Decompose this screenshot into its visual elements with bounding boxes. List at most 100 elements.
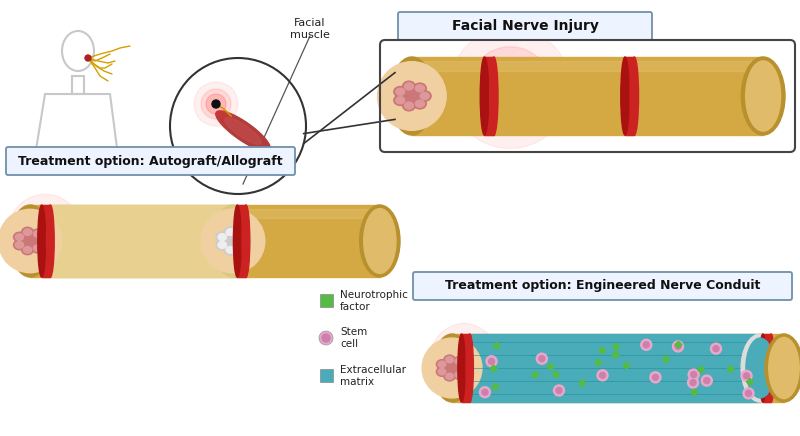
Circle shape — [690, 371, 697, 378]
Circle shape — [673, 341, 683, 352]
Bar — [320, 294, 333, 307]
Text: Facial
muscle: Facial muscle — [290, 18, 330, 40]
Ellipse shape — [24, 236, 36, 246]
Ellipse shape — [234, 243, 246, 253]
Ellipse shape — [742, 57, 785, 135]
Ellipse shape — [433, 334, 471, 402]
Ellipse shape — [224, 245, 236, 255]
Text: Neurotrophic
factor: Neurotrophic factor — [340, 290, 408, 312]
Ellipse shape — [32, 243, 43, 253]
Ellipse shape — [234, 229, 246, 239]
Ellipse shape — [414, 83, 426, 94]
Ellipse shape — [236, 231, 245, 237]
Circle shape — [702, 375, 712, 386]
Ellipse shape — [218, 242, 226, 248]
Circle shape — [539, 356, 545, 362]
Circle shape — [653, 375, 658, 380]
Ellipse shape — [458, 364, 469, 373]
Circle shape — [536, 353, 547, 364]
Ellipse shape — [46, 205, 54, 277]
Text: Extracellular
matrix: Extracellular matrix — [340, 365, 406, 387]
Circle shape — [599, 372, 606, 378]
Circle shape — [743, 388, 754, 399]
Circle shape — [675, 344, 681, 349]
Circle shape — [482, 389, 488, 395]
Ellipse shape — [746, 61, 781, 131]
Ellipse shape — [216, 240, 228, 250]
Bar — [320, 369, 333, 382]
Ellipse shape — [454, 370, 465, 379]
Ellipse shape — [226, 229, 234, 235]
Ellipse shape — [466, 334, 474, 402]
Ellipse shape — [438, 361, 446, 368]
Polygon shape — [216, 111, 270, 151]
Ellipse shape — [19, 208, 71, 265]
Ellipse shape — [402, 81, 415, 92]
Ellipse shape — [405, 102, 414, 109]
Ellipse shape — [394, 95, 406, 106]
Ellipse shape — [15, 234, 23, 240]
Ellipse shape — [194, 82, 238, 126]
Ellipse shape — [458, 334, 466, 402]
Circle shape — [704, 378, 710, 384]
Ellipse shape — [14, 240, 26, 250]
Ellipse shape — [15, 242, 23, 248]
Ellipse shape — [38, 238, 46, 244]
Ellipse shape — [34, 231, 42, 237]
Ellipse shape — [227, 236, 239, 246]
Circle shape — [746, 390, 751, 396]
Circle shape — [743, 373, 750, 379]
Ellipse shape — [469, 47, 551, 129]
Circle shape — [710, 343, 722, 354]
Ellipse shape — [206, 94, 226, 114]
Ellipse shape — [420, 92, 429, 99]
Ellipse shape — [213, 205, 253, 277]
Ellipse shape — [765, 334, 800, 402]
Ellipse shape — [234, 229, 246, 239]
Ellipse shape — [436, 367, 447, 376]
Circle shape — [479, 387, 490, 398]
Ellipse shape — [234, 243, 246, 253]
Text: Facial Nerve Injury: Facial Nerve Injury — [451, 19, 598, 33]
Ellipse shape — [202, 209, 265, 272]
Ellipse shape — [429, 324, 499, 402]
Ellipse shape — [444, 355, 455, 364]
Ellipse shape — [224, 227, 236, 237]
Ellipse shape — [390, 57, 434, 135]
Ellipse shape — [741, 334, 779, 402]
Ellipse shape — [446, 357, 454, 363]
Bar — [625, 57, 634, 135]
Ellipse shape — [490, 57, 498, 135]
Ellipse shape — [28, 217, 62, 255]
Ellipse shape — [746, 338, 774, 398]
Ellipse shape — [36, 236, 48, 246]
Ellipse shape — [202, 209, 265, 272]
Ellipse shape — [455, 371, 463, 378]
Bar — [452, 337, 784, 346]
Ellipse shape — [6, 194, 84, 278]
Ellipse shape — [454, 357, 465, 366]
Circle shape — [650, 372, 661, 383]
Text: Stem
cell: Stem cell — [340, 327, 367, 349]
Circle shape — [486, 356, 497, 367]
Ellipse shape — [440, 336, 488, 390]
Ellipse shape — [482, 61, 538, 116]
Polygon shape — [225, 118, 261, 144]
Ellipse shape — [226, 229, 234, 235]
Bar — [52, 205, 233, 277]
Ellipse shape — [415, 85, 424, 92]
Ellipse shape — [201, 89, 231, 119]
Ellipse shape — [239, 236, 250, 246]
Ellipse shape — [218, 234, 226, 240]
Circle shape — [687, 377, 698, 388]
Ellipse shape — [621, 57, 629, 135]
Ellipse shape — [236, 231, 245, 237]
Ellipse shape — [226, 247, 234, 253]
Circle shape — [556, 388, 562, 393]
Ellipse shape — [396, 97, 405, 104]
Bar — [42, 205, 50, 277]
FancyBboxPatch shape — [398, 12, 652, 40]
Ellipse shape — [23, 247, 32, 253]
Ellipse shape — [218, 242, 226, 248]
Polygon shape — [216, 111, 270, 151]
